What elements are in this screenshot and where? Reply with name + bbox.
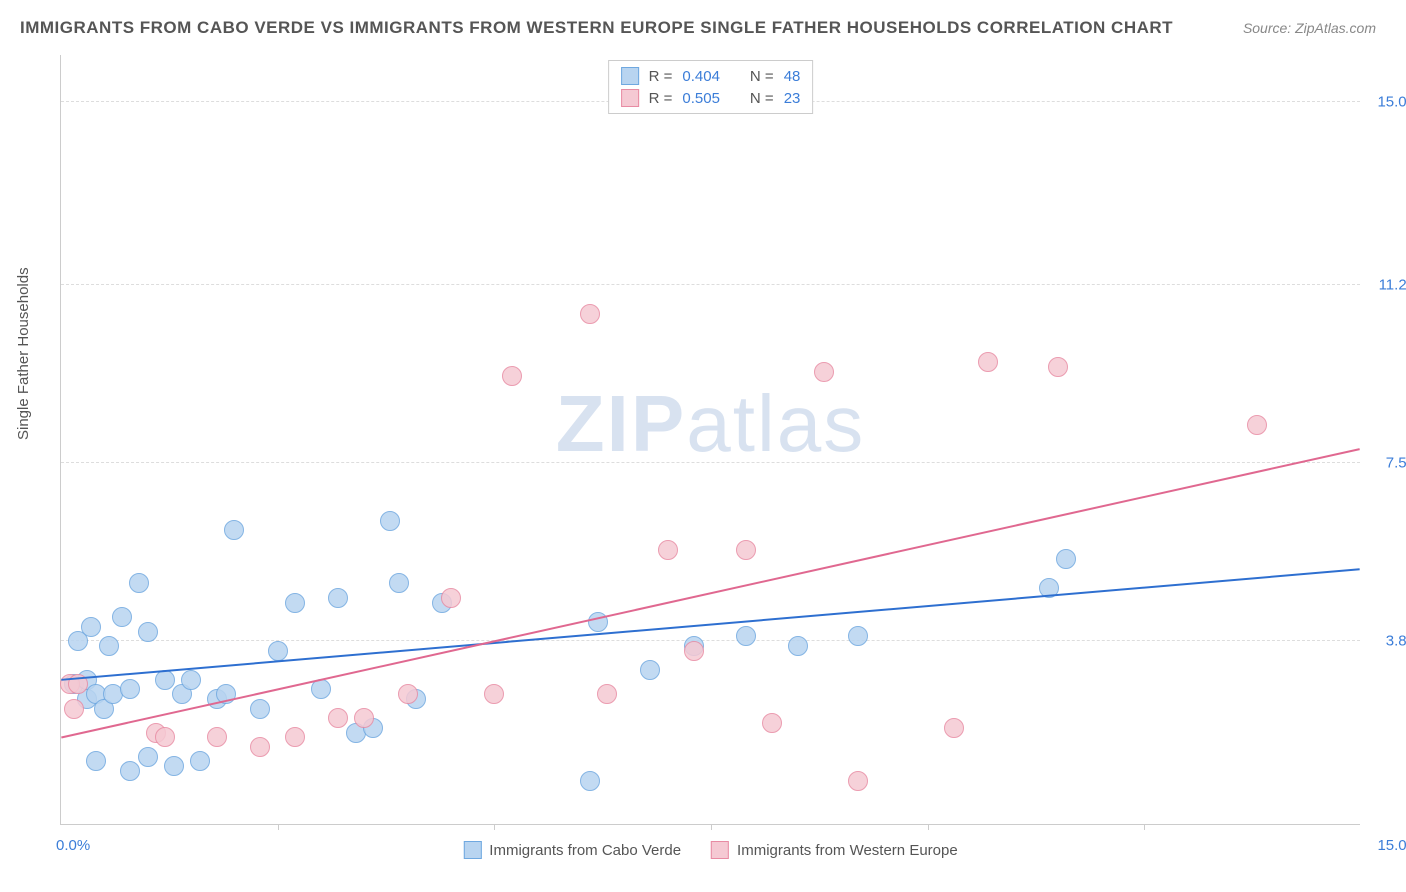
- y-tick-label: 3.8%: [1365, 633, 1406, 650]
- scatter-point: [120, 761, 140, 781]
- legend-label-series1: Immigrants from Cabo Verde: [489, 842, 681, 859]
- scatter-point: [848, 626, 868, 646]
- scatter-point: [81, 617, 101, 637]
- scatter-point: [181, 670, 201, 690]
- x-tick: [1144, 824, 1145, 830]
- scatter-point: [848, 771, 868, 791]
- scatter-point: [86, 751, 106, 771]
- scatter-point: [484, 684, 504, 704]
- scatter-point: [1039, 578, 1059, 598]
- gridline: [61, 640, 1360, 641]
- scatter-point: [1048, 357, 1068, 377]
- y-tick-label: 7.5%: [1365, 455, 1406, 472]
- scatter-point: [164, 756, 184, 776]
- scatter-point: [441, 588, 461, 608]
- scatter-point: [268, 641, 288, 661]
- scatter-point: [736, 540, 756, 560]
- r-label: R =: [649, 90, 673, 107]
- watermark-bold: ZIP: [556, 379, 686, 468]
- scatter-point: [285, 593, 305, 613]
- scatter-point: [99, 636, 119, 656]
- watermark-light: atlas: [686, 379, 865, 468]
- legend-swatch-series1: [621, 67, 639, 85]
- n-label: N =: [750, 90, 774, 107]
- scatter-point: [398, 684, 418, 704]
- source-label: Source: ZipAtlas.com: [1243, 20, 1376, 36]
- chart-title: IMMIGRANTS FROM CABO VERDE VS IMMIGRANTS…: [20, 18, 1173, 38]
- legend-correlation: R = 0.404 N = 48 R = 0.505 N = 23: [608, 60, 814, 114]
- scatter-point: [129, 573, 149, 593]
- scatter-point: [1056, 549, 1076, 569]
- y-tick-label: 11.2%: [1365, 277, 1406, 294]
- legend-series: Immigrants from Cabo Verde Immigrants fr…: [463, 841, 957, 859]
- scatter-point: [588, 612, 608, 632]
- scatter-point: [788, 636, 808, 656]
- scatter-point: [814, 362, 834, 382]
- scatter-point: [207, 727, 227, 747]
- y-axis-label: Single Father Households: [15, 267, 32, 440]
- legend-row-series1: R = 0.404 N = 48: [621, 65, 801, 87]
- legend-swatch-series2: [621, 89, 639, 107]
- scatter-point: [380, 511, 400, 531]
- legend-item-series1: Immigrants from Cabo Verde: [463, 841, 681, 859]
- scatter-point: [328, 708, 348, 728]
- scatter-point: [224, 520, 244, 540]
- scatter-point: [640, 660, 660, 680]
- legend-item-series2: Immigrants from Western Europe: [711, 841, 958, 859]
- scatter-point: [250, 737, 270, 757]
- r-value-series1: 0.404: [682, 68, 720, 85]
- scatter-point: [120, 679, 140, 699]
- legend-row-series2: R = 0.505 N = 23: [621, 87, 801, 109]
- n-value-series2: 23: [784, 90, 801, 107]
- r-label: R =: [649, 68, 673, 85]
- y-tick-label: 15.0%: [1365, 94, 1406, 111]
- scatter-point: [138, 747, 158, 767]
- scatter-point: [658, 540, 678, 560]
- watermark: ZIPatlas: [556, 378, 865, 470]
- scatter-point: [684, 641, 704, 661]
- chart-plot-area: ZIPatlas R = 0.404 N = 48 R = 0.505 N = …: [60, 55, 1360, 825]
- scatter-point: [155, 670, 175, 690]
- scatter-point: [597, 684, 617, 704]
- scatter-point: [155, 727, 175, 747]
- x-tick: [711, 824, 712, 830]
- gridline: [61, 284, 1360, 285]
- x-tick: [494, 824, 495, 830]
- scatter-point: [328, 588, 348, 608]
- scatter-point: [112, 607, 132, 627]
- x-tick: [278, 824, 279, 830]
- legend-swatch-bottom-series2: [711, 841, 729, 859]
- scatter-point: [64, 699, 84, 719]
- scatter-point: [285, 727, 305, 747]
- scatter-point: [389, 573, 409, 593]
- scatter-point: [762, 713, 782, 733]
- scatter-point: [138, 622, 158, 642]
- scatter-point: [736, 626, 756, 646]
- trend-line: [61, 569, 1359, 680]
- x-tick: [928, 824, 929, 830]
- legend-label-series2: Immigrants from Western Europe: [737, 842, 958, 859]
- legend-swatch-bottom-series1: [463, 841, 481, 859]
- scatter-point: [944, 718, 964, 738]
- scatter-point: [354, 708, 374, 728]
- scatter-point: [580, 304, 600, 324]
- gridline: [61, 462, 1360, 463]
- scatter-point: [502, 366, 522, 386]
- scatter-point: [978, 352, 998, 372]
- scatter-point: [250, 699, 270, 719]
- n-label: N =: [750, 68, 774, 85]
- x-tick-min: 0.0%: [56, 837, 90, 854]
- scatter-point: [1247, 415, 1267, 435]
- scatter-point: [68, 674, 88, 694]
- scatter-point: [216, 684, 236, 704]
- n-value-series1: 48: [784, 68, 801, 85]
- scatter-point: [311, 679, 331, 699]
- scatter-point: [580, 771, 600, 791]
- scatter-point: [190, 751, 210, 771]
- r-value-series2: 0.505: [682, 90, 720, 107]
- x-tick-max: 15.0%: [1377, 837, 1406, 854]
- trend-line: [61, 449, 1359, 737]
